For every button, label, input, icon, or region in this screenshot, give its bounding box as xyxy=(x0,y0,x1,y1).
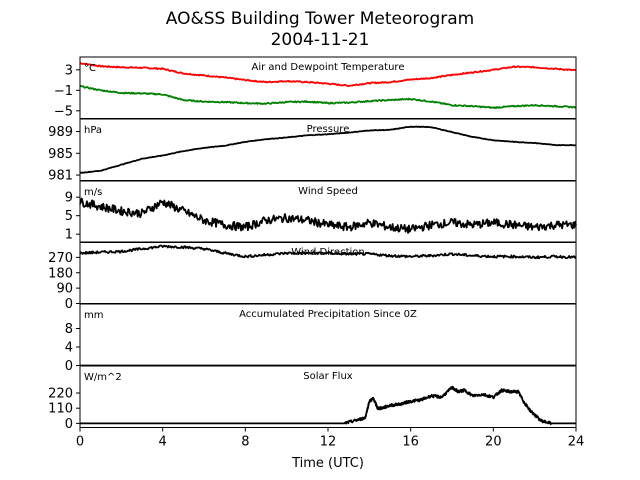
x-axis-label: Time (UTC) xyxy=(291,456,364,471)
temperature-dewpoint-series-line xyxy=(79,85,577,110)
precipitation-ytick-label: 8 xyxy=(65,322,73,337)
temperature-title: Air and Dewpoint Temperature xyxy=(252,62,405,73)
pressure-ytick-label: 981 xyxy=(48,169,73,184)
solar-flux-unit-label: W/m^2 xyxy=(84,372,122,383)
temperature-air-series-line xyxy=(79,62,577,88)
pressure-pressure-series-line xyxy=(79,125,577,174)
solar-flux-solar_flux-series-line xyxy=(80,385,576,426)
solar-flux-ytick-label: 220 xyxy=(48,387,73,402)
xtick-label: 12 xyxy=(320,435,337,450)
xtick-label: 16 xyxy=(402,435,419,450)
panels-group: −5−13 °C Air and Dewpoint Temperature98198… xyxy=(48,56,577,432)
xtick-label: 0 xyxy=(76,435,84,450)
pressure-title: Pressure xyxy=(307,124,350,135)
x-axis: 0 4 8 12 16 20 24 xyxy=(76,435,584,450)
precipitation-ytick-label: 4 xyxy=(65,341,73,356)
temperature-ytick-label: −1 xyxy=(54,84,73,99)
precipitation-panel: 0 4 8 mm Accumulated Precipitation Since 0Z xyxy=(65,303,577,374)
wind-speed-ytick-label: 1 xyxy=(65,228,73,243)
xtick-label: 24 xyxy=(568,435,585,450)
wind-direction-title: Wind Direction xyxy=(291,247,365,258)
temperature-unit-label: °C xyxy=(84,63,96,74)
xtick-label: 20 xyxy=(485,435,502,450)
precipitation-ytick-label: 0 xyxy=(65,359,73,374)
temperature-panel: −5 −1 3 °C Air and Dewpoint Temperature xyxy=(54,56,577,119)
solar-flux-ytick-label: 110 xyxy=(48,402,73,417)
xtick-label: 8 xyxy=(241,435,249,450)
wind-speed-panel: 1 5 9 m/s Wind Speed xyxy=(65,180,577,243)
wind-direction-ytick-label: 0 xyxy=(65,297,73,312)
wind-speed-wind_speed-series-line xyxy=(79,197,577,234)
pressure-ytick-label: 985 xyxy=(48,147,73,162)
temperature-ytick-label: 3 xyxy=(65,63,73,78)
pressure-panel: 981 985 989 hPa Pressure xyxy=(48,118,577,184)
solar-flux-ytick-label: 0 xyxy=(65,417,73,432)
pressure-ytick-label: 989 xyxy=(48,125,73,140)
solar-flux-title: Solar Flux xyxy=(303,371,353,382)
figure-title: AO&SS Building Tower Meteorogram xyxy=(166,9,474,29)
pressure-unit-label: hPa xyxy=(84,125,102,136)
figure-date: 2004-11-21 xyxy=(271,30,370,50)
wind-speed-ytick-label: 9 xyxy=(65,191,73,206)
precipitation-title: Accumulated Precipitation Since 0Z xyxy=(239,309,417,320)
xtick-label: 4 xyxy=(159,435,167,450)
wind-direction-wind_direction-series-line xyxy=(79,244,577,260)
temperature-ytick-label: −5 xyxy=(54,104,73,119)
precipitation-unit-label: mm xyxy=(84,310,103,321)
wind-direction-ytick-label: 270 xyxy=(48,251,73,266)
wind-direction-ytick-label: 180 xyxy=(48,266,73,281)
wind-direction-ytick-label: 90 xyxy=(56,282,73,297)
wind-speed-title: Wind Speed xyxy=(298,186,358,197)
wind-speed-ytick-label: 5 xyxy=(65,209,73,224)
wind-speed-unit-label: m/s xyxy=(84,187,102,198)
